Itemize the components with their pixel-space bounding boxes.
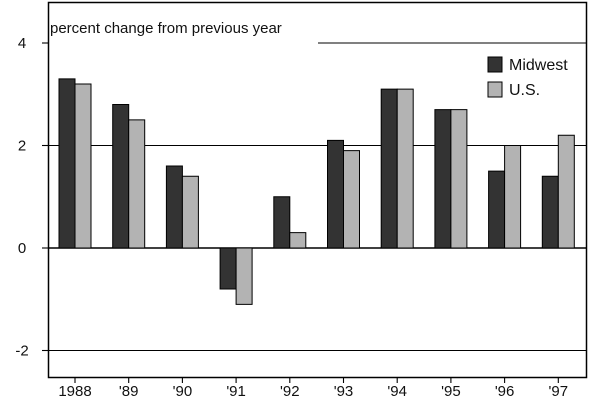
bar-midwest	[541, 175, 559, 249]
bar-u-s-	[343, 150, 360, 249]
bar-u-s-	[74, 83, 92, 249]
bar-midwest	[58, 78, 76, 249]
y-axis-label: percent change from previous year	[50, 20, 282, 37]
bar-u-s-	[557, 134, 575, 249]
x-tick-label: '96	[495, 383, 515, 400]
bar-midwest	[380, 88, 398, 249]
x-tick-label: '95	[441, 383, 461, 400]
y-tick-label: 2	[18, 138, 26, 155]
bar-midwest	[112, 104, 130, 249]
bar-u-s-	[181, 175, 199, 249]
legend-label: U.S.	[509, 82, 540, 99]
bar-u-s-	[289, 232, 307, 249]
x-tick-label: '89	[119, 383, 139, 400]
bar-midwest	[273, 196, 291, 249]
legend-swatch	[487, 56, 503, 73]
bar-u-s-	[450, 109, 468, 249]
x-tick-label: '97	[549, 383, 569, 400]
x-tick-label: '92	[280, 383, 300, 400]
x-tick-label: '91	[226, 383, 246, 400]
y-tick-label: 0	[18, 240, 26, 257]
bar-midwest	[165, 165, 183, 249]
x-tick-label: 1988	[58, 383, 91, 400]
legend-swatch	[487, 81, 503, 98]
bar-u-s-	[235, 247, 253, 305]
bar-midwest	[327, 139, 344, 249]
bar-midwest	[219, 247, 237, 290]
bar-midwest	[488, 170, 506, 249]
bars	[58, 78, 575, 305]
x-tick-label: '94	[387, 383, 407, 400]
plot-frame	[47, 1, 588, 379]
bar-u-s-	[504, 145, 522, 249]
legend: Midwest U.S.	[487, 56, 568, 99]
legend-label: Midwest	[509, 57, 568, 74]
axes: 4 2 0 -2 1988 '89 '90 '91 '92 '93 '94 '95 '96 '97	[15, 35, 568, 400]
y-tick-label: 4	[18, 35, 26, 52]
bar-u-s-	[128, 119, 146, 249]
x-tick-label: '93	[334, 383, 354, 400]
x-tick-label: '90	[173, 383, 193, 400]
y-tick-label: -2	[15, 343, 28, 360]
bar-u-s-	[396, 88, 414, 249]
bar-midwest	[434, 109, 452, 249]
